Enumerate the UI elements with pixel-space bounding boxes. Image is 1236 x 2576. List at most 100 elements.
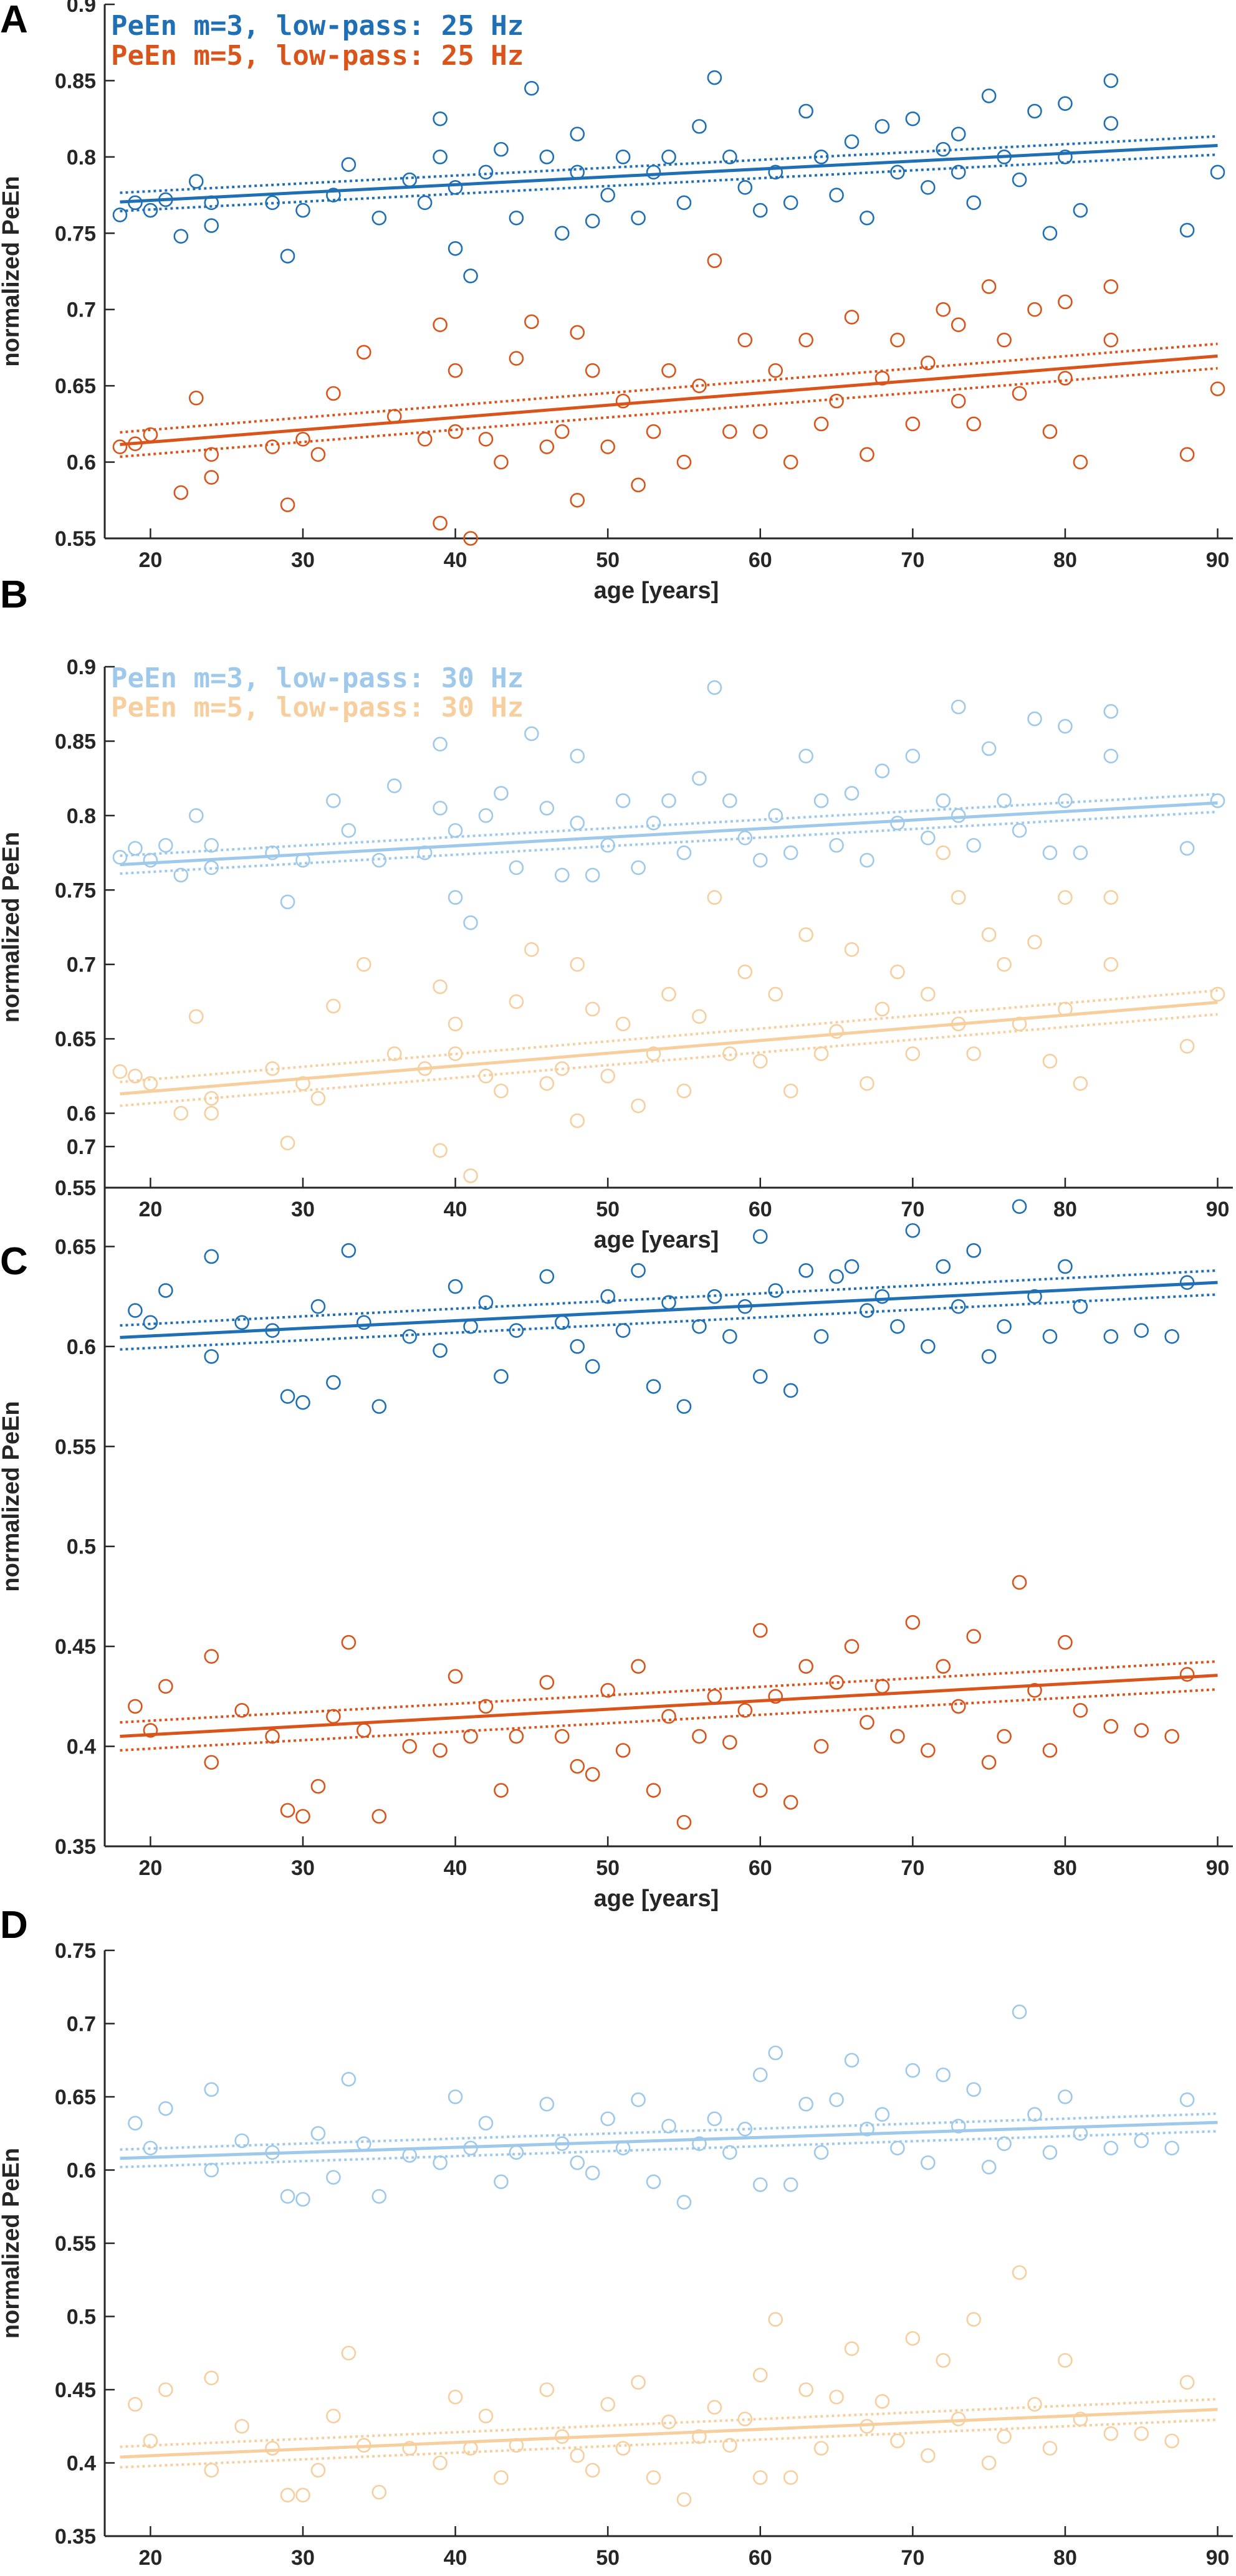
data-point <box>752 1369 768 1384</box>
data-point <box>860 852 874 868</box>
data-point <box>554 226 570 241</box>
data-point <box>768 986 783 1002</box>
data-point <box>1103 748 1119 764</box>
data-point <box>371 1809 387 1824</box>
x-tick-label: 70 <box>901 548 924 572</box>
data-point <box>1042 845 1058 861</box>
data-point <box>722 424 737 439</box>
data-point <box>386 778 402 793</box>
legend-entry-series-1: PeEn m=3, low-pass: 25 Hz <box>111 10 524 42</box>
data-point <box>341 1243 357 1258</box>
data-point <box>280 1135 295 1151</box>
y-tick-label: 0.4 <box>67 1735 96 1759</box>
data-point <box>158 2101 173 2116</box>
data-point <box>936 302 951 317</box>
y-tick-label: 0.8 <box>67 146 96 169</box>
data-point <box>813 1046 829 1061</box>
data-point <box>173 229 189 244</box>
data-point <box>997 2136 1012 2151</box>
data-point <box>433 737 448 752</box>
confidence-band-upper <box>120 1269 1218 1327</box>
x-tick-label: 30 <box>291 2546 315 2570</box>
data-point <box>676 1399 692 1414</box>
data-point <box>951 393 966 409</box>
data-point <box>204 2370 219 2385</box>
data-point <box>1042 2145 1058 2160</box>
data-point <box>981 2160 997 2175</box>
data-point <box>295 1395 310 1410</box>
series-2 <box>112 253 1225 546</box>
data-point <box>1027 2397 1042 2412</box>
regression-line <box>120 354 1218 446</box>
data-point <box>1042 1743 1058 1758</box>
data-point <box>951 126 966 141</box>
data-point <box>494 2174 509 2190</box>
data-point <box>783 2177 798 2192</box>
data-point <box>112 849 128 865</box>
data-point <box>768 808 783 823</box>
data-point <box>539 2382 555 2397</box>
data-point <box>1012 2265 1027 2280</box>
y-axis-label: normalized PeEn <box>0 2148 24 2339</box>
data-point <box>783 2470 798 2485</box>
series-1 <box>120 1199 1218 1414</box>
data-point <box>433 1743 448 1758</box>
y-tick-label: 0.55 <box>55 1435 96 1459</box>
data-point <box>600 1069 615 1084</box>
data-point <box>1058 718 1073 734</box>
data-point <box>844 134 860 150</box>
data-point <box>661 793 676 808</box>
data-point <box>128 1303 143 1318</box>
data-point <box>646 1046 661 1061</box>
data-point <box>966 1243 981 1258</box>
data-point <box>341 1634 357 1650</box>
x-tick-label: 70 <box>901 1198 924 1221</box>
data-point <box>570 748 585 764</box>
data-point <box>204 2162 219 2178</box>
data-point <box>585 1001 600 1017</box>
data-point <box>936 793 951 808</box>
data-point <box>570 816 585 831</box>
data-point <box>661 2119 676 2134</box>
x-tick-label: 30 <box>291 1856 315 1880</box>
data-point <box>860 210 874 226</box>
confidence-band-lower <box>120 153 1218 212</box>
data-point <box>798 103 813 119</box>
data-point <box>798 927 813 942</box>
data-point <box>1012 386 1027 401</box>
data-point <box>433 979 448 995</box>
data-point <box>798 748 813 764</box>
y-tick-label: 0.65 <box>55 2086 96 2109</box>
panel-letter: B <box>0 573 28 616</box>
data-point <box>494 141 509 157</box>
x-tick-label: 50 <box>596 1856 620 1880</box>
data-point <box>173 867 189 883</box>
data-point <box>951 808 966 823</box>
data-point <box>433 111 448 126</box>
data-point <box>1042 1054 1058 1069</box>
y-tick-label: 0.45 <box>55 1635 96 1659</box>
data-point <box>539 1269 555 1284</box>
y-tick-label: 0.55 <box>55 527 96 551</box>
data-point <box>692 1729 707 1744</box>
data-point <box>798 1659 813 1674</box>
data-point <box>280 1389 295 1404</box>
data-point <box>158 837 173 853</box>
panel-c: C 0.35 0.4 0.45 0.5 0.55 0.6 0.65 0.7 20 30 40 50 60… <box>0 1135 1233 1912</box>
data-point <box>570 126 585 141</box>
data-point <box>1103 2426 1119 2441</box>
data-point <box>112 1064 128 1079</box>
confidence-band-lower <box>120 810 1218 875</box>
data-point <box>295 2488 310 2502</box>
data-point <box>570 1113 585 1128</box>
y-tick-label: 0.5 <box>67 1535 96 1559</box>
data-point <box>204 2463 219 2478</box>
data-point <box>936 141 951 157</box>
data-point <box>997 1319 1012 1334</box>
data-point <box>326 2408 341 2424</box>
data-point <box>585 2463 600 2478</box>
data-point <box>402 2441 417 2456</box>
data-point <box>1103 1329 1119 1344</box>
data-point <box>1012 823 1027 838</box>
data-point <box>692 771 707 786</box>
